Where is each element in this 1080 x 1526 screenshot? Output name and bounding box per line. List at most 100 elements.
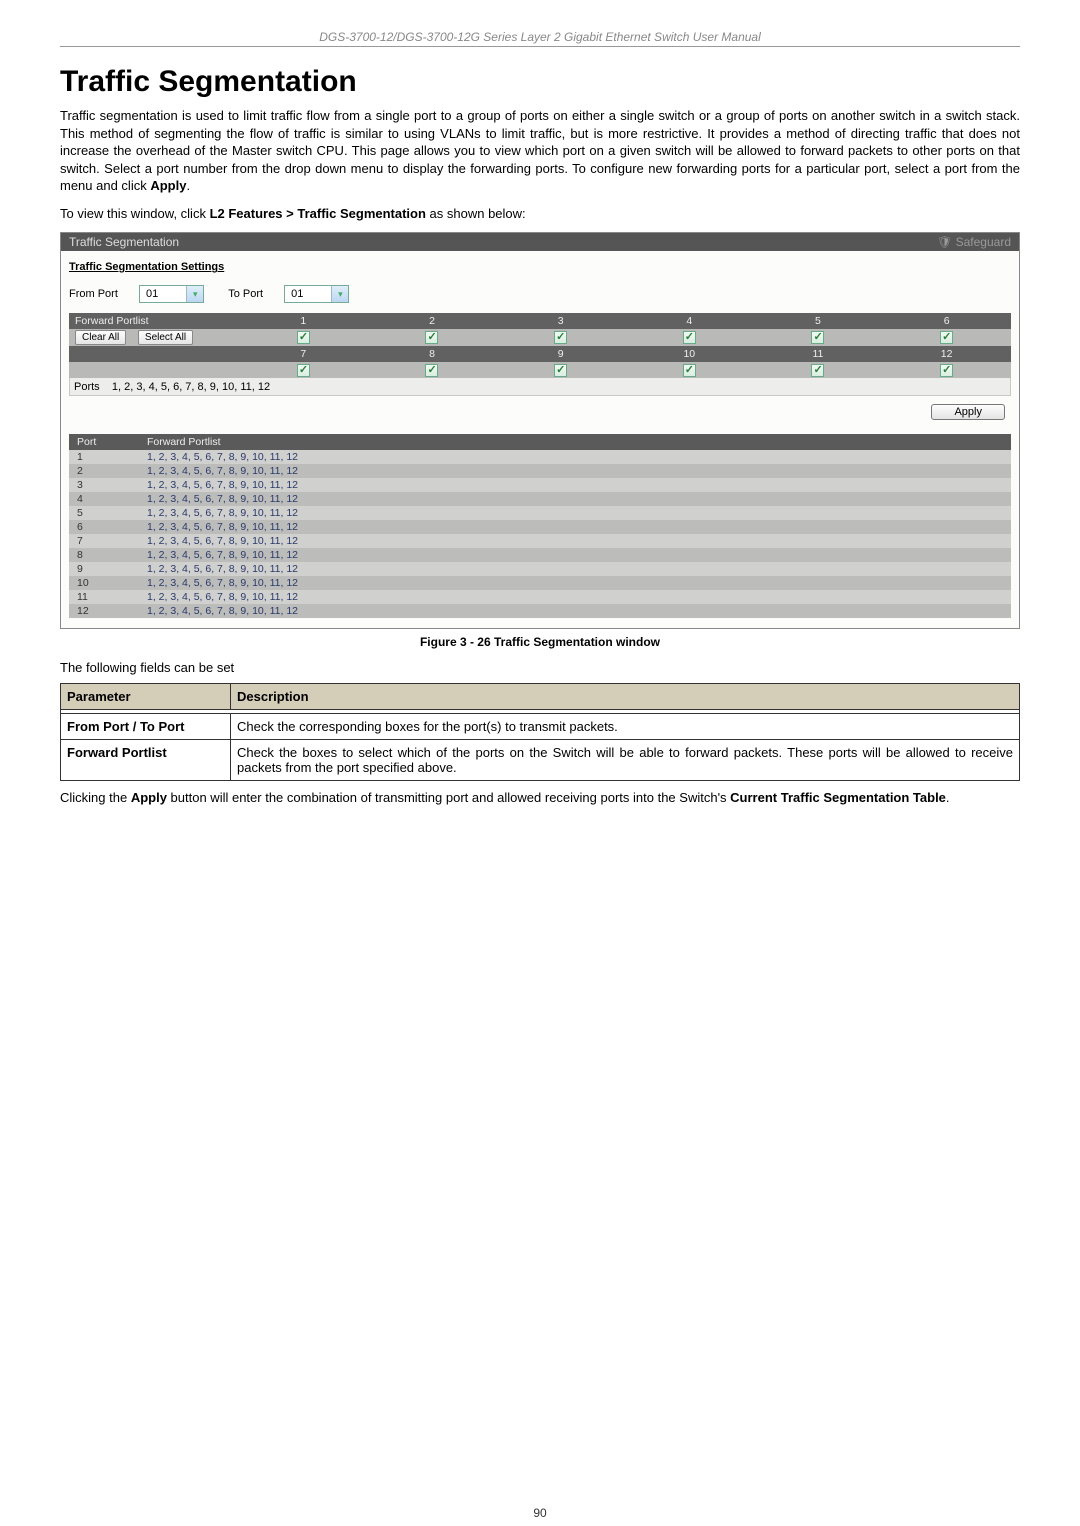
param-label: From Port / To Port [61,713,231,739]
port-header: 10 [625,346,754,362]
ports-summary: Ports 1, 2, 3, 4, 5, 6, 7, 8, 9, 10, 11,… [69,378,1011,396]
closing-lead: Clicking the [60,790,131,805]
doc-header: DGS-3700-12/DGS-3700-12G Series Layer 2 … [60,30,1020,47]
closing-paragraph: Clicking the Apply button will enter the… [60,789,1020,807]
forward-portlist-label: Forward Portlist [69,313,239,329]
screenshot-titlebar: Traffic Segmentation 🛡 Safeguard [61,233,1019,251]
from-port-value: 01 [140,288,186,300]
result-header-portlist: Forward Portlist [139,434,1011,450]
port-checkbox-9[interactable] [554,364,567,377]
titlebar-safeguard: 🛡 Safeguard [937,235,1011,249]
nav-lead: To view this window, click [60,206,210,221]
parameter-table: Parameter Description From Port / To Por… [60,683,1020,781]
nav-paragraph: To view this window, click L2 Features >… [60,205,1020,223]
closing-mid: button will enter the combination of tra… [167,790,730,805]
screenshot-container: Traffic Segmentation 🛡 Safeguard Traffic… [60,232,1020,629]
portlist-grid: Forward Portlist 1 2 3 4 5 6 Clear All S… [69,313,1011,378]
port-header: 2 [368,313,497,329]
result-port: 8 [69,548,139,562]
result-port: 2 [69,464,139,478]
result-portlist: 1, 2, 3, 4, 5, 6, 7, 8, 9, 10, 11, 12 [139,450,1011,464]
result-port: 1 [69,450,139,464]
port-checkbox-3[interactable] [554,331,567,344]
result-port: 12 [69,604,139,618]
result-table: Port Forward Portlist 11, 2, 3, 4, 5, 6,… [69,434,1011,618]
from-port-select[interactable]: 01 ▾ [139,285,204,303]
port-header: 5 [754,313,883,329]
port-checkbox-4[interactable] [683,331,696,344]
table-row: 111, 2, 3, 4, 5, 6, 7, 8, 9, 10, 11, 12 [69,590,1011,604]
closing-bold1: Apply [131,790,167,805]
port-checkbox-5[interactable] [811,331,824,344]
screenshot-body: Traffic Segmentation Settings From Port … [61,251,1019,628]
param-label: Forward Portlist [61,739,231,780]
result-port: 4 [69,492,139,506]
result-portlist: 1, 2, 3, 4, 5, 6, 7, 8, 9, 10, 11, 12 [139,576,1011,590]
table-row: 11, 2, 3, 4, 5, 6, 7, 8, 9, 10, 11, 12 [69,450,1011,464]
figure-caption: Figure 3 - 26 Traffic Segmentation windo… [60,635,1020,649]
table-row: 81, 2, 3, 4, 5, 6, 7, 8, 9, 10, 11, 12 [69,548,1011,562]
apply-button[interactable]: Apply [931,404,1005,420]
chevron-down-icon: ▾ [331,286,348,302]
nav-tail: as shown below: [426,206,526,221]
ports-label: Ports [74,381,100,393]
result-portlist: 1, 2, 3, 4, 5, 6, 7, 8, 9, 10, 11, 12 [139,590,1011,604]
result-portlist: 1, 2, 3, 4, 5, 6, 7, 8, 9, 10, 11, 12 [139,520,1011,534]
table-row: 101, 2, 3, 4, 5, 6, 7, 8, 9, 10, 11, 12 [69,576,1011,590]
port-checkbox-1[interactable] [297,331,310,344]
fields-line: The following fields can be set [60,659,1020,677]
result-port: 6 [69,520,139,534]
intro-paragraph: Traffic segmentation is used to limit tr… [60,107,1020,195]
param-header-description: Description [231,683,1020,709]
intro-bold: Apply [150,178,186,193]
port-checkbox-8[interactable] [425,364,438,377]
port-checkbox-7[interactable] [297,364,310,377]
result-header-port: Port [69,434,139,450]
port-selectors: From Port 01 ▾ To Port 01 ▾ [69,285,1011,313]
result-port: 7 [69,534,139,548]
result-portlist: 1, 2, 3, 4, 5, 6, 7, 8, 9, 10, 11, 12 [139,464,1011,478]
select-all-button[interactable]: Select All [138,330,193,345]
result-portlist: 1, 2, 3, 4, 5, 6, 7, 8, 9, 10, 11, 12 [139,478,1011,492]
titlebar-title: Traffic Segmentation [69,235,179,249]
page-number: 90 [60,1506,1020,1520]
result-port: 9 [69,562,139,576]
closing-bold2: Current Traffic Segmentation Table [730,790,946,805]
param-desc: Check the corresponding boxes for the po… [231,713,1020,739]
result-port: 5 [69,506,139,520]
table-row: 61, 2, 3, 4, 5, 6, 7, 8, 9, 10, 11, 12 [69,520,1011,534]
intro-tail: . [186,178,190,193]
port-header: 6 [882,313,1011,329]
to-port-value: 01 [285,288,331,300]
table-row: 41, 2, 3, 4, 5, 6, 7, 8, 9, 10, 11, 12 [69,492,1011,506]
port-header: 7 [239,346,368,362]
result-portlist: 1, 2, 3, 4, 5, 6, 7, 8, 9, 10, 11, 12 [139,506,1011,520]
param-header-parameter: Parameter [61,683,231,709]
port-header: 11 [754,346,883,362]
to-port-select[interactable]: 01 ▾ [284,285,349,303]
clear-all-button[interactable]: Clear All [75,330,126,345]
port-header: 1 [239,313,368,329]
result-port: 3 [69,478,139,492]
result-portlist: 1, 2, 3, 4, 5, 6, 7, 8, 9, 10, 11, 12 [139,604,1011,618]
table-row: 121, 2, 3, 4, 5, 6, 7, 8, 9, 10, 11, 12 [69,604,1011,618]
result-portlist: 1, 2, 3, 4, 5, 6, 7, 8, 9, 10, 11, 12 [139,534,1011,548]
intro-text: Traffic segmentation is used to limit tr… [60,108,1020,193]
closing-tail: . [946,790,950,805]
port-checkbox-12[interactable] [940,364,953,377]
port-header: 8 [368,346,497,362]
table-row: 21, 2, 3, 4, 5, 6, 7, 8, 9, 10, 11, 12 [69,464,1011,478]
port-checkbox-2[interactable] [425,331,438,344]
port-checkbox-6[interactable] [940,331,953,344]
port-header: 9 [496,346,625,362]
port-checkbox-11[interactable] [811,364,824,377]
port-checkbox-10[interactable] [683,364,696,377]
section-label: Traffic Segmentation Settings [69,257,1011,285]
ports-value: 1, 2, 3, 4, 5, 6, 7, 8, 9, 10, 11, 12 [112,381,270,393]
table-row: 51, 2, 3, 4, 5, 6, 7, 8, 9, 10, 11, 12 [69,506,1011,520]
page-title: Traffic Segmentation [60,65,1020,99]
param-desc: Check the boxes to select which of the p… [231,739,1020,780]
nav-bold: L2 Features > Traffic Segmentation [210,206,426,221]
result-portlist: 1, 2, 3, 4, 5, 6, 7, 8, 9, 10, 11, 12 [139,562,1011,576]
port-header: 3 [496,313,625,329]
